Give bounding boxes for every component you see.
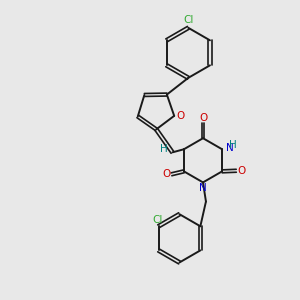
Text: H: H: [230, 140, 237, 150]
Text: O: O: [237, 166, 246, 176]
Text: N: N: [199, 183, 207, 193]
Text: Cl: Cl: [152, 215, 162, 225]
Text: O: O: [199, 113, 207, 123]
Text: O: O: [176, 111, 185, 121]
Text: O: O: [162, 169, 170, 179]
Text: Cl: Cl: [183, 15, 194, 26]
Text: N: N: [226, 143, 233, 153]
Text: H: H: [160, 144, 168, 154]
